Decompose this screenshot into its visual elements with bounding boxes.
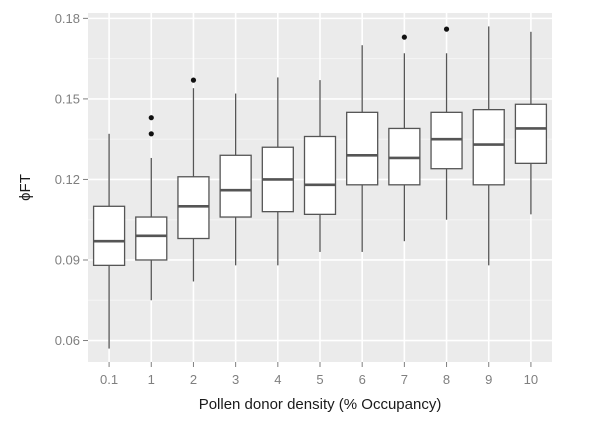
y-tick-label: 0.09 <box>55 252 80 267</box>
box-layer <box>92 26 548 349</box>
box-body <box>303 135 337 215</box>
x-tick-label: 5 <box>316 372 323 387</box>
box-body <box>514 103 548 164</box>
x-tick-label: 9 <box>485 372 492 387</box>
box-body <box>472 108 505 186</box>
x-axis: 0.1 1 2 3 4 5 6 7 8 9 10 <box>100 362 538 387</box>
y-tick-label: 0.15 <box>55 91 80 106</box>
outlier-point <box>190 77 197 83</box>
box-body <box>92 205 126 267</box>
box-1 <box>135 115 168 301</box>
box-9 <box>472 26 505 266</box>
x-tick-label: 4 <box>274 372 281 387</box>
outlier-point <box>443 26 450 32</box>
x-tick-label: 8 <box>443 372 450 387</box>
box-4 <box>261 77 294 266</box>
box-body <box>388 127 421 186</box>
box-body <box>219 154 252 218</box>
box-2 <box>177 77 210 282</box>
box-body <box>430 111 463 170</box>
box-body <box>135 216 168 261</box>
box-body <box>177 176 210 240</box>
outlier-point <box>148 131 154 137</box>
x-tick-label: 1 <box>148 372 155 387</box>
x-tick-label: 3 <box>232 372 239 387</box>
box-8 <box>430 26 463 220</box>
outlier-point <box>401 34 407 40</box>
y-tick-label: 0.18 <box>55 11 80 26</box>
box-body <box>346 111 379 186</box>
x-tick-label: 7 <box>401 372 408 387</box>
x-tick-label: 6 <box>359 372 366 387</box>
x-tick-label: 10 <box>524 372 538 387</box>
box-7 <box>388 34 421 242</box>
x-axis-title: Pollen donor density (% Occupancy) <box>199 396 442 413</box>
outlier-point <box>148 115 154 121</box>
y-axis: 0.06 0.09 0.12 0.15 0.18 <box>55 11 88 348</box>
x-tick-label: 2 <box>190 372 197 387</box>
y-tick-label: 0.06 <box>55 333 80 348</box>
box-0.1 <box>92 133 126 349</box>
box-3 <box>219 93 252 266</box>
box-5 <box>303 80 337 252</box>
box-6 <box>346 45 379 252</box>
y-axis-title: ϕFT <box>17 174 34 201</box>
y-tick-label: 0.12 <box>55 172 80 187</box>
box-10 <box>514 31 548 215</box>
x-tick-label: 0.1 <box>100 372 118 387</box>
